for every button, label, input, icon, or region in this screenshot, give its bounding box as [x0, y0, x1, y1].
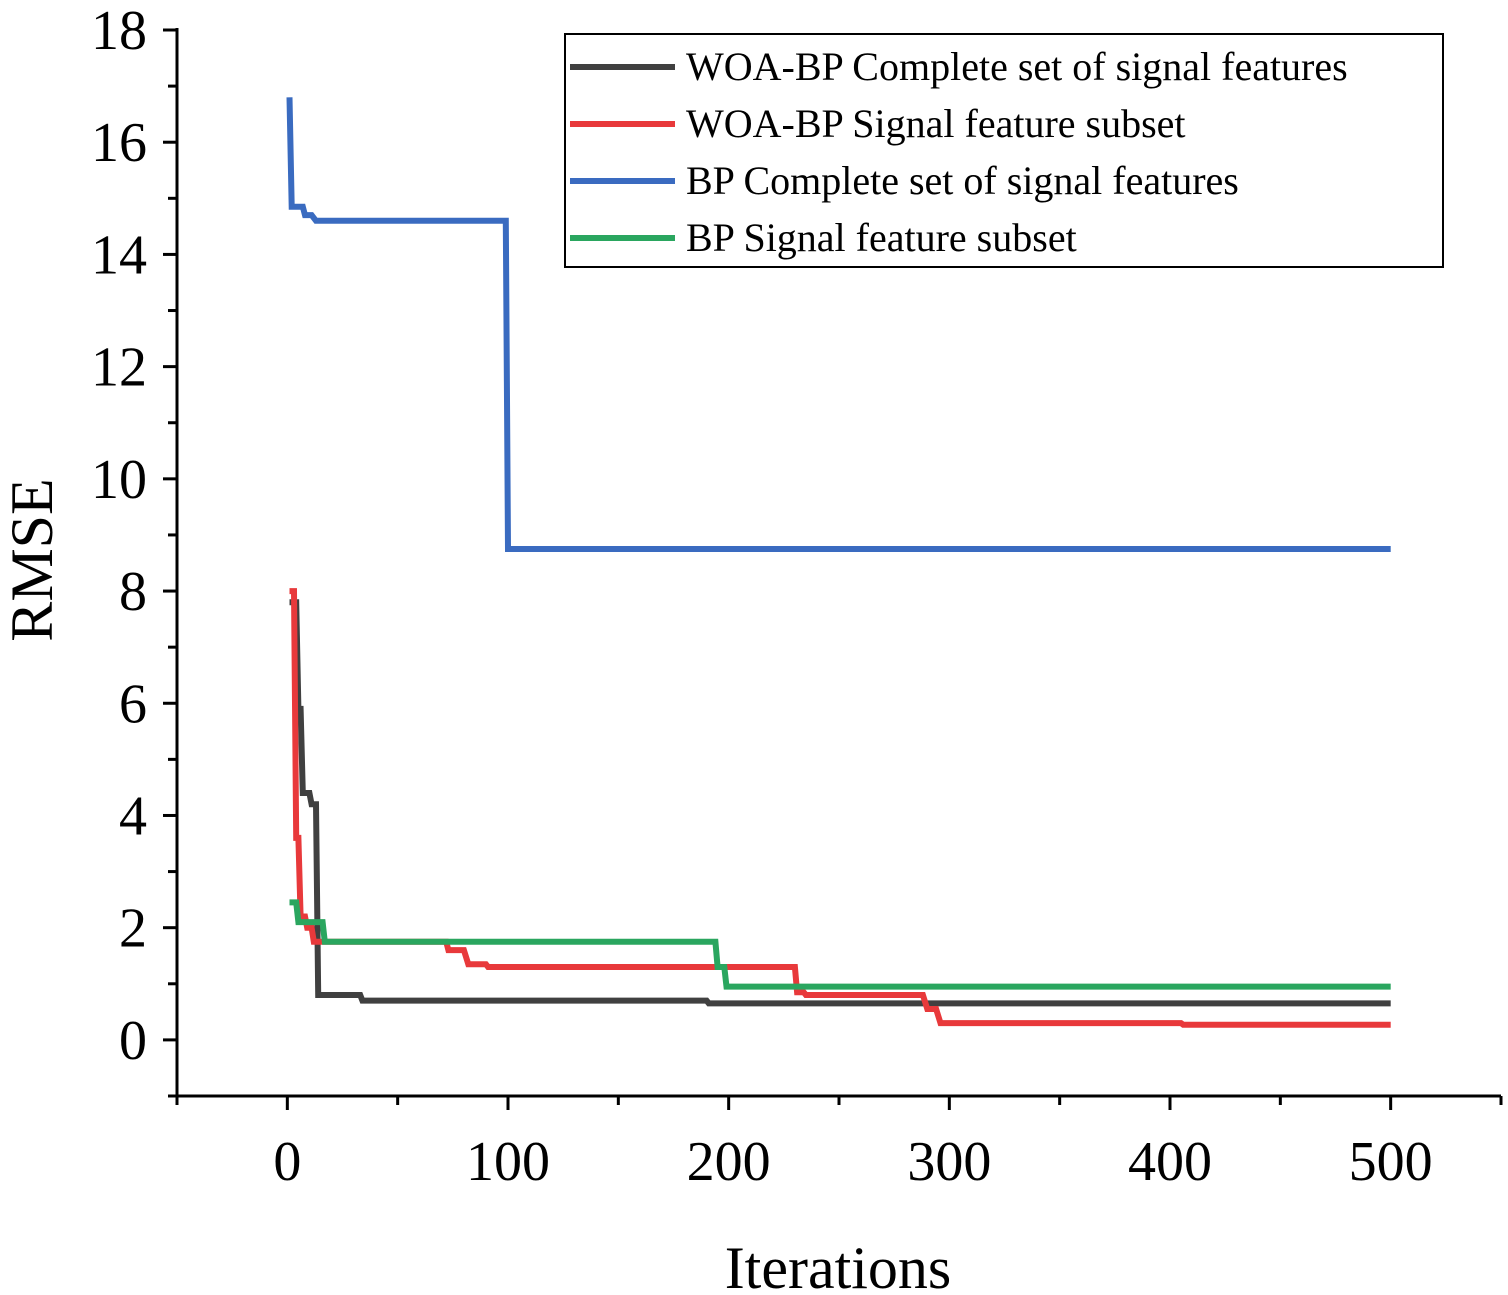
y-tick-label: 16	[91, 112, 147, 174]
series-line-2	[289, 588, 1391, 1028]
series-line-3	[286, 97, 1391, 552]
x-tick-label: 400	[1128, 1131, 1212, 1193]
x-tick-label: 300	[907, 1131, 991, 1193]
x-tick-label: 0	[273, 1131, 301, 1193]
y-tick-label: 14	[91, 224, 147, 286]
x-tick-label: 200	[687, 1131, 771, 1193]
labels-layer: 0 100 200 300 400 500 0 2 4 6 8 10 12 14 16 18	[91, 0, 1433, 1193]
legend-label-1: WOA-BP Complete set of signal features	[686, 44, 1348, 89]
y-tick-label: 18	[91, 0, 147, 62]
x-tick-label: 500	[1349, 1131, 1433, 1193]
y-tick-label: 10	[91, 449, 147, 511]
series-line-4	[289, 899, 1391, 990]
legend-label-3: BP Complete set of signal features	[686, 158, 1239, 203]
y-tick-label: 8	[119, 561, 147, 623]
legend-label-4: BP Signal feature subset	[686, 215, 1077, 260]
legend: WOA-BP Complete set of signal features WO…	[564, 33, 1444, 268]
y-axis-title: RMSE	[0, 478, 65, 641]
y-tick-label: 2	[119, 898, 147, 960]
y-tick-label: 12	[91, 337, 147, 399]
axes-layer	[163, 28, 1503, 1110]
series-layer	[286, 97, 1391, 1028]
legend-box	[564, 33, 1444, 268]
legend-label-2: WOA-BP Signal feature subset	[686, 101, 1186, 146]
y-tick-label: 4	[119, 785, 147, 847]
x-axis-title: Iterations	[725, 1235, 952, 1295]
series-line-1	[289, 599, 1391, 1007]
x-tick-label: 100	[466, 1131, 550, 1193]
y-tick-label: 0	[119, 1010, 147, 1072]
y-tick-label: 6	[119, 673, 147, 735]
